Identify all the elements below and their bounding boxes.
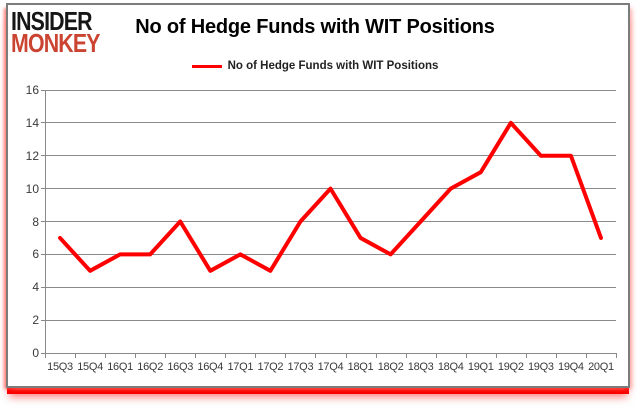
x-axis-tick-label: 17Q2 — [257, 361, 284, 373]
y-axis-tick-label: 14 — [25, 115, 39, 130]
x-axis-tick — [555, 353, 557, 358]
x-axis-tick — [225, 353, 227, 358]
x-axis-tick-label: 19Q2 — [497, 361, 524, 373]
chart-card — [6, 3, 630, 388]
y-axis-tick-label: 12 — [25, 148, 39, 163]
h-gridline — [41, 89, 616, 91]
h-gridline — [41, 122, 616, 124]
x-axis-tick-label: 16Q2 — [137, 361, 164, 373]
x-axis-tick — [105, 353, 107, 358]
h-gridline — [41, 221, 616, 222]
x-axis-tick — [375, 353, 377, 358]
logo-monkey-text: MONKEY — [11, 27, 100, 58]
x-axis-tick — [45, 353, 46, 358]
y-axis-tick-label: 10 — [25, 181, 39, 196]
y-axis-tick-label: 0 — [32, 346, 39, 360]
x-axis-tick — [405, 353, 407, 358]
logo-insider-text: INSIDER — [11, 6, 93, 36]
y-axis-tick-label: 16 — [25, 83, 39, 97]
x-axis-tick — [495, 353, 497, 358]
x-axis-tick — [525, 353, 527, 358]
x-axis-tick-label: 16Q1 — [107, 361, 133, 373]
x-axis-tick-label: 19Q3 — [527, 361, 554, 373]
x-axis-tick — [465, 353, 467, 358]
x-axis-tick — [195, 353, 197, 358]
y-axis-tick-label: 2 — [32, 313, 39, 328]
x-axis-tick-label: 15Q4 — [77, 361, 103, 373]
h-gridline — [41, 319, 616, 321]
h-gridline — [41, 352, 616, 354]
x-axis-tick — [165, 353, 167, 358]
x-axis-tick-label: 17Q3 — [287, 361, 314, 373]
legend: No of Hedge Funds with WIT Positions — [0, 58, 630, 74]
x-axis-tick-label: 17Q4 — [317, 361, 344, 373]
x-axis-tick-label: 17Q1 — [227, 361, 254, 373]
x-axis-tick-label: 18Q4 — [437, 361, 464, 373]
x-axis-tick — [616, 353, 617, 358]
x-axis-tick-label: 20Q1 — [588, 361, 614, 373]
x-axis-tick — [135, 353, 137, 358]
x-axis-tick — [585, 353, 587, 358]
x-axis-tick — [315, 353, 317, 358]
x-axis-tick-label: 15Q3 — [47, 361, 73, 373]
x-axis-tick-label: 16Q4 — [197, 361, 224, 373]
h-gridline — [41, 253, 616, 255]
insider-monkey-logo: INSIDER MONKEY — [11, 6, 119, 58]
x-axis-tick-label: 18Q3 — [407, 361, 434, 373]
legend-line-swatch — [191, 64, 222, 68]
x-axis-tick — [435, 353, 437, 358]
y-axis-tick-label: 4 — [32, 280, 39, 295]
y-axis-tick-label: 8 — [32, 214, 39, 229]
series-line-layer — [58, 120, 603, 273]
legend-label: No of Hedge Funds with WIT Positions — [227, 60, 439, 72]
x-axis-tick — [75, 353, 77, 358]
x-axis-tick-label: 16Q3 — [167, 361, 194, 373]
h-gridline — [41, 286, 616, 288]
x-axis-tick — [285, 353, 287, 358]
x-axis-tick-label: 18Q2 — [377, 361, 404, 373]
y-axis-tick-label: 6 — [32, 247, 39, 262]
x-axis-tick — [255, 353, 257, 358]
plot-area: 0 2 4 6 8 10 12 14 16 15Q3 15Q4 16Q1 16Q2 16Q3 16Q4 17Q… — [26, 84, 617, 373]
series-line — [58, 120, 603, 273]
x-axis-tick-label: 19Q1 — [467, 361, 494, 373]
x-axis-tick-label: 18Q1 — [347, 361, 374, 373]
x-axis-tick — [345, 353, 347, 358]
chart-title: No of Hedge Funds with WIT Positions — [135, 16, 495, 38]
x-axis-tick-label: 19Q4 — [558, 361, 584, 373]
h-gridline — [41, 155, 616, 157]
y-axis-line — [45, 90, 46, 353]
